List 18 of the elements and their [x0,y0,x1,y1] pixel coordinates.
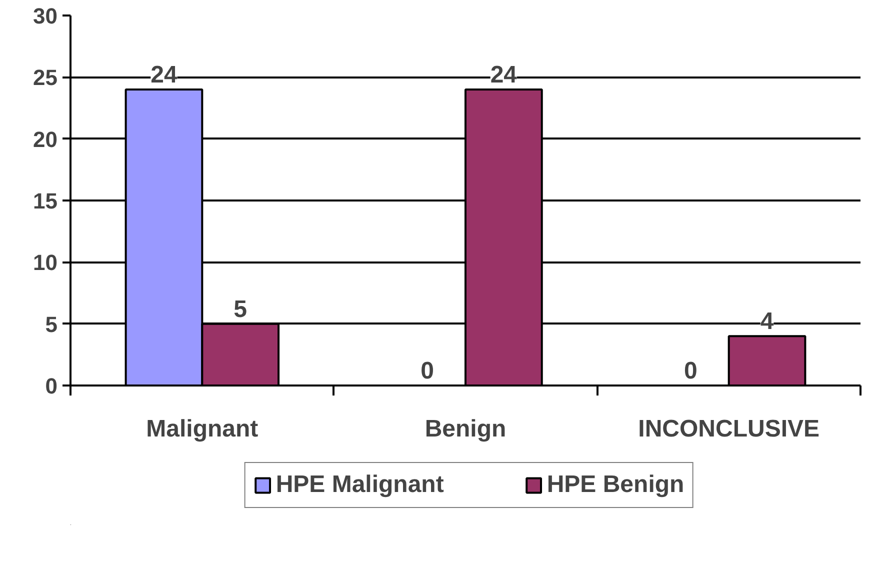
data-label: 24 [150,62,178,88]
data-label: 24 [490,62,518,88]
y-tick-label: 25 [33,65,58,90]
data-label: 4 [760,308,774,336]
y-tick-label: 0 [45,374,58,398]
legend-label: HPE Malignant [276,471,444,499]
legend-label: HPE Benign [546,471,684,499]
x-tick-label: Malignant [146,416,258,442]
y-tick-label: 30 [33,4,58,28]
y-tick-label: 20 [33,126,58,152]
x-tick-label: Benign [424,416,506,442]
y-tick-label: 10 [33,250,58,276]
y-tick-label: 5 [45,312,58,337]
y-tick-label: 15 [33,188,58,214]
data-label: 0 [420,358,434,384]
x-tick-label: INCONCLUSIVE [638,416,820,442]
data-label: 5 [234,296,248,323]
data-label: 0 [684,358,698,384]
